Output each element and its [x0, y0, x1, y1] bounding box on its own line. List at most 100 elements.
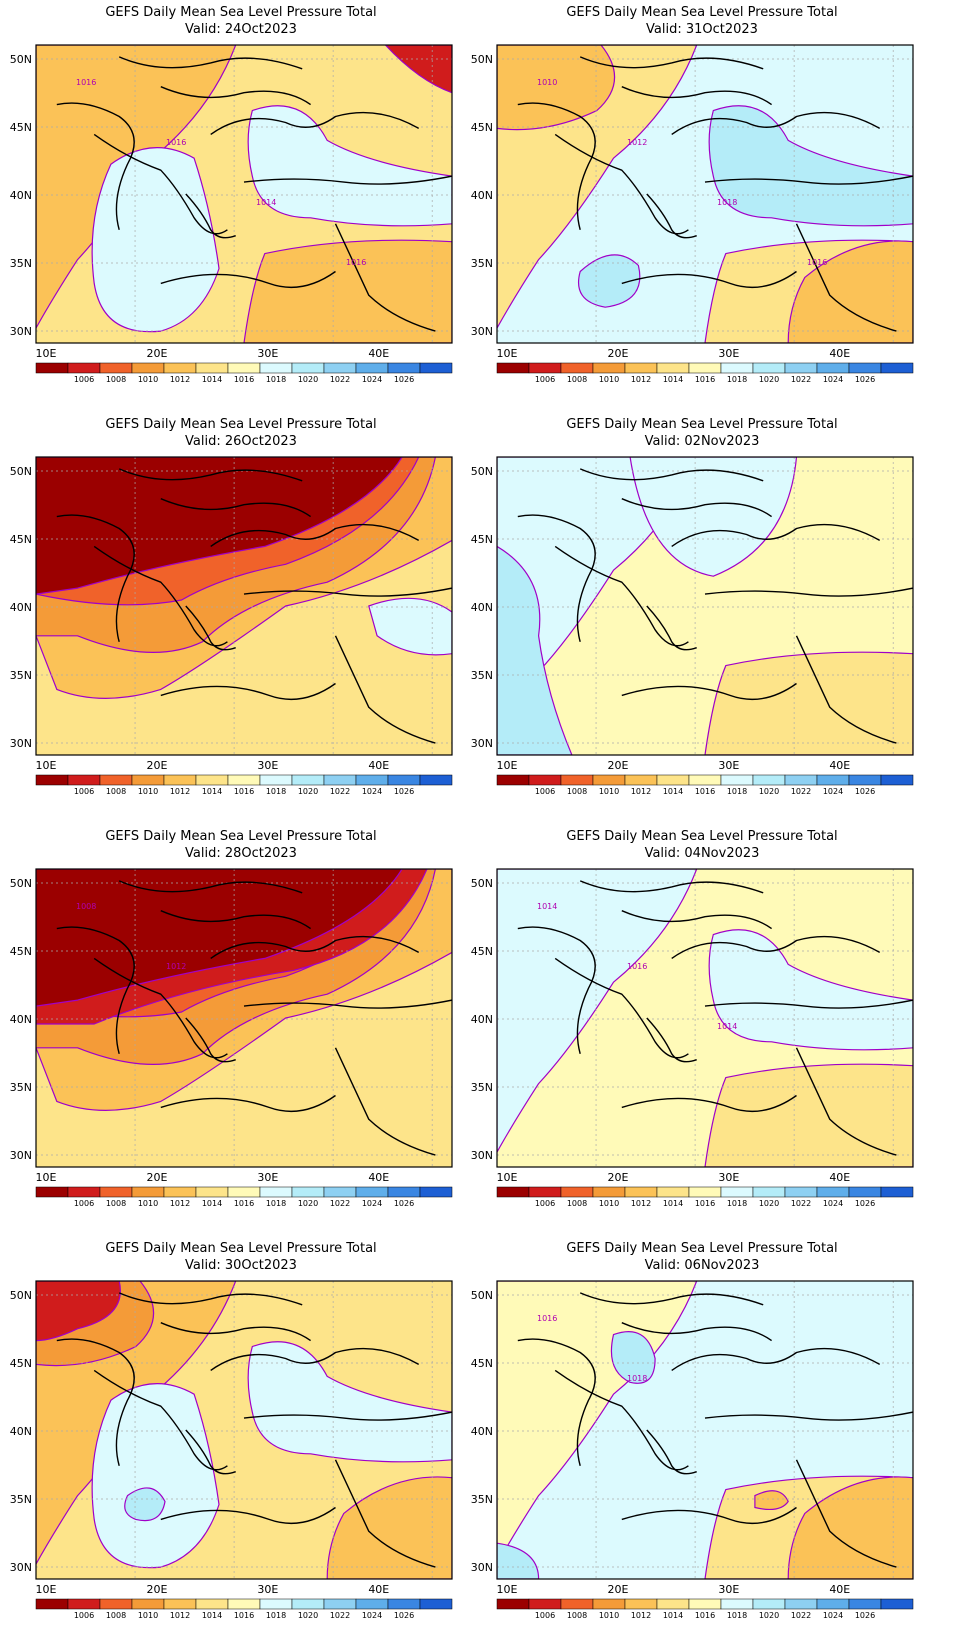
- colorbar-swatch: [592, 362, 626, 374]
- pressure-contour-region: [497, 45, 616, 131]
- colorbar-swatch: [323, 362, 357, 374]
- coastline: [795, 635, 897, 744]
- latitude-label: 45N: [471, 533, 493, 546]
- panel-valid-date: Valid: 06Nov2023: [644, 1258, 760, 1273]
- latitude-label: 45N: [10, 533, 32, 546]
- colorbar-swatch: [720, 362, 754, 374]
- coastline: [334, 635, 436, 744]
- latitude-label: 40N: [471, 1425, 493, 1438]
- latitude-label: 50N: [10, 877, 32, 890]
- contour-label: 1018: [627, 1374, 647, 1383]
- pressure-contour-region: [704, 651, 913, 755]
- colorbar-swatch: [99, 362, 133, 374]
- colorbar-swatch: [291, 362, 325, 374]
- latitude-label: 35N: [10, 669, 32, 682]
- colorbar-label: 1020: [298, 1611, 318, 1620]
- coastline: [704, 1411, 913, 1421]
- colorbar-label: 1020: [298, 375, 318, 384]
- colorbar-swatch: [163, 362, 197, 374]
- latitude-label: 35N: [10, 1081, 32, 1094]
- longitude-label: 10E: [497, 1171, 518, 1184]
- colorbar-label: 1020: [759, 375, 779, 384]
- contour-label: 1016: [627, 962, 647, 971]
- colorbar-swatch: [528, 1186, 562, 1198]
- colorbar-swatch: [419, 774, 453, 786]
- map-panel: GEFS Daily Mean Sea Level Pressure Total…: [0, 0, 482, 410]
- colorbar-label: 1008: [567, 787, 587, 796]
- latitude-label: 45N: [471, 121, 493, 134]
- colorbar-swatch: [387, 362, 421, 374]
- colorbar-swatch: [323, 1186, 357, 1198]
- colorbar-swatch: [816, 362, 850, 374]
- panel-valid-date: Valid: 31Oct2023: [646, 22, 758, 37]
- coastline: [671, 111, 881, 135]
- coastline: [795, 1459, 897, 1568]
- colorbar-swatch: [163, 1598, 197, 1610]
- longitude-label: 10E: [497, 1583, 518, 1596]
- colorbar-swatch: [323, 1598, 357, 1610]
- colorbar-swatch: [848, 1186, 882, 1198]
- colorbar-swatch: [592, 1598, 626, 1610]
- panel-title: GEFS Daily Mean Sea Level Pressure Total: [566, 417, 838, 432]
- colorbar-swatch: [592, 774, 626, 786]
- colorbar-swatch: [848, 362, 882, 374]
- colorbar-label: 1022: [330, 1199, 350, 1208]
- latitude-label: 35N: [471, 669, 493, 682]
- colorbar-swatch: [528, 362, 562, 374]
- coastline: [517, 926, 596, 1054]
- colorbar-label: 1024: [362, 787, 382, 796]
- colorbar-swatch: [67, 1186, 101, 1198]
- coastline: [646, 1429, 697, 1475]
- colorbar-label: 1022: [791, 1611, 811, 1620]
- colorbar-swatch: [227, 774, 261, 786]
- panel-title: GEFS Daily Mean Sea Level Pressure Total: [105, 829, 377, 844]
- colorbar-label: 1020: [759, 1611, 779, 1620]
- coastline: [160, 682, 336, 701]
- longitude-label: 20E: [607, 1171, 628, 1184]
- coastline: [579, 56, 764, 70]
- colorbar-label: 1016: [695, 1611, 715, 1620]
- latitude-label: 45N: [471, 945, 493, 958]
- pressure-contour-region: [36, 1281, 121, 1342]
- colorbar-label: 1010: [138, 1611, 158, 1620]
- map-svg: 50N 45N 40N 35N 30N 10E 20E 30E 40E 1006 1008 1010 1…: [10, 456, 453, 796]
- pressure-contour-region: [368, 597, 452, 656]
- colorbar-label: 1010: [599, 1611, 619, 1620]
- longitude-label: 20E: [146, 347, 167, 360]
- colorbar-swatch: [355, 774, 389, 786]
- contour-label: 1012: [166, 962, 186, 971]
- colorbar-label: 1008: [106, 1199, 126, 1208]
- colorbar-swatch: [387, 1598, 421, 1610]
- colorbar-label: 1008: [567, 375, 587, 384]
- longitude-label: 10E: [36, 1171, 57, 1184]
- pressure-contour-region: [787, 240, 913, 343]
- contour-label: 1016: [807, 258, 827, 267]
- colorbar-swatch: [131, 1598, 165, 1610]
- coastline: [243, 587, 452, 597]
- colorbar-swatch: [880, 1598, 914, 1610]
- colorbar-label: 1018: [266, 787, 286, 796]
- colorbar-swatch: [720, 1598, 754, 1610]
- colorbar-swatch: [163, 1186, 197, 1198]
- colorbar-swatch: [880, 1186, 914, 1198]
- colorbar-label: 1012: [170, 1611, 190, 1620]
- colorbar-swatch: [35, 774, 69, 786]
- coastline: [517, 102, 596, 230]
- colorbar-label: 1018: [727, 787, 747, 796]
- pressure-contour-region: [787, 1476, 913, 1579]
- coastline: [93, 545, 228, 647]
- coastline: [160, 86, 312, 106]
- latitude-label: 50N: [10, 53, 32, 66]
- coastline: [210, 1347, 420, 1371]
- colorbar-label: 1022: [791, 787, 811, 796]
- colorbar-label: 1026: [394, 1199, 414, 1208]
- longitude-label: 30E: [257, 347, 278, 360]
- coastline: [621, 1094, 797, 1113]
- colorbar-swatch: [419, 362, 453, 374]
- panel-title: GEFS Daily Mean Sea Level Pressure Total: [105, 5, 377, 20]
- colorbar-swatch: [752, 1598, 786, 1610]
- coastline: [621, 498, 773, 518]
- latitude-label: 30N: [471, 1561, 493, 1574]
- colorbar-label: 1014: [202, 1611, 222, 1620]
- coastline: [621, 86, 773, 106]
